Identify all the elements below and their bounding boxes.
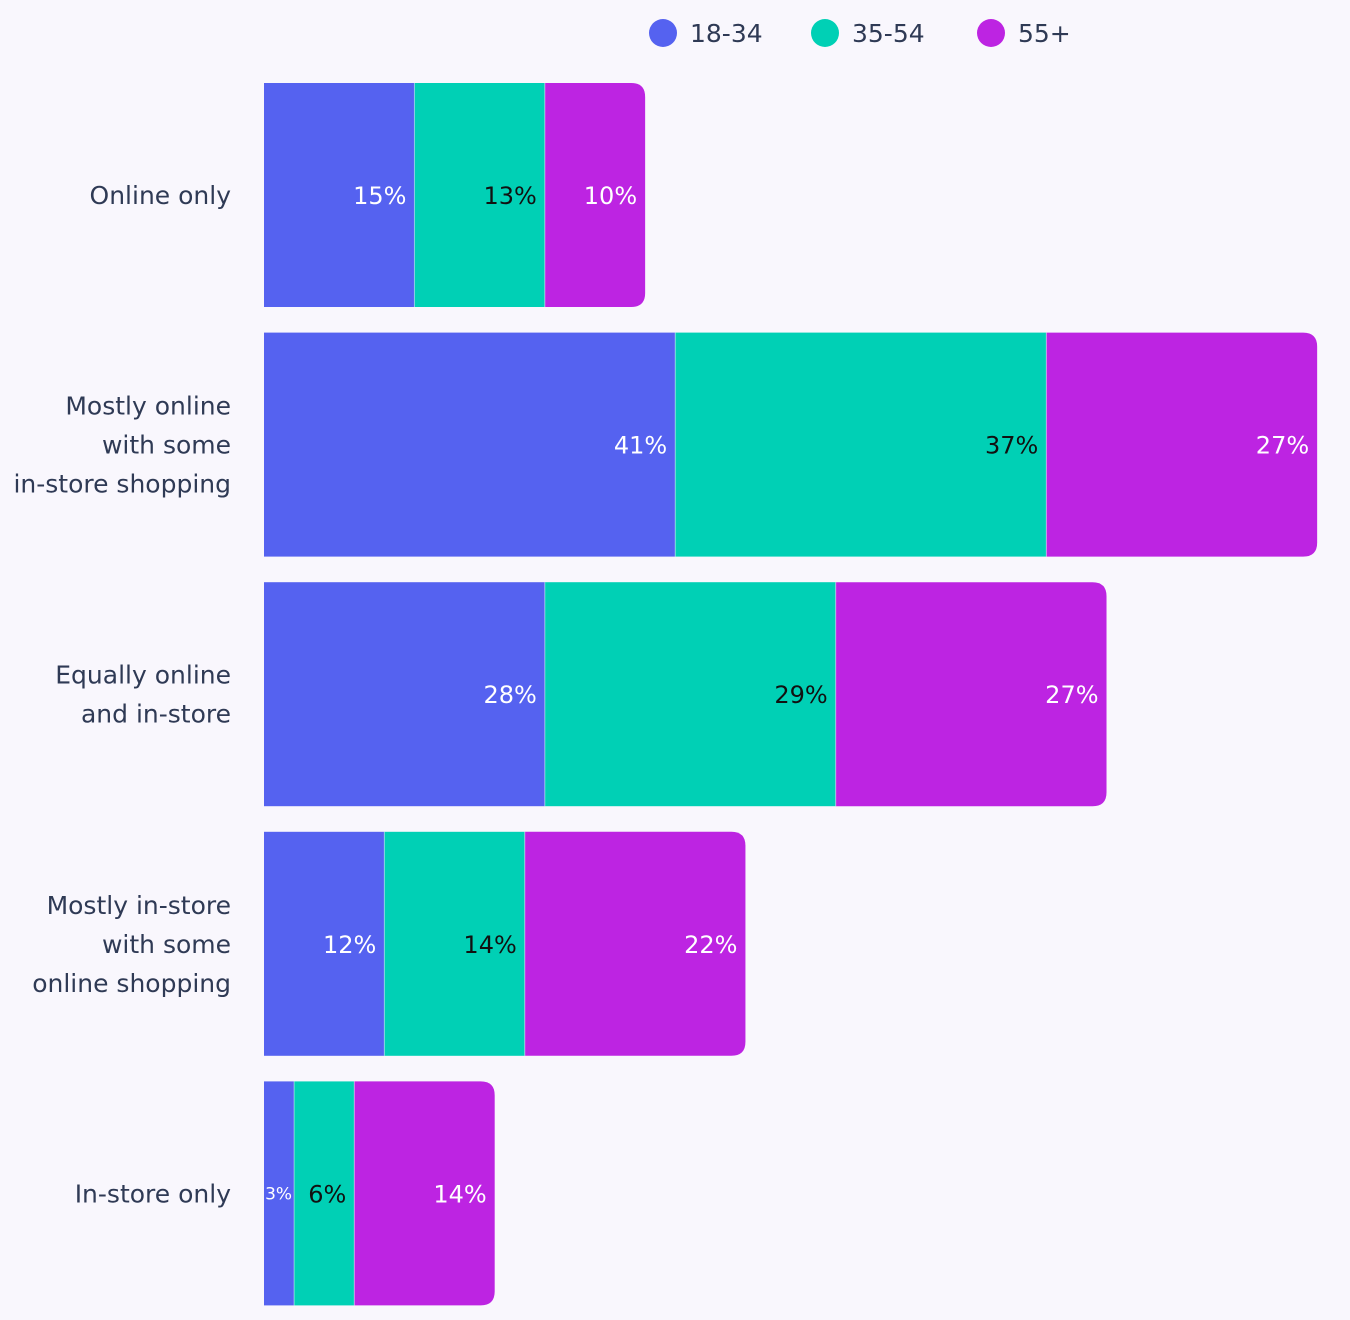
legend-item-35-54: 35-54: [811, 19, 925, 48]
bar-segment-18-34: [264, 332, 676, 557]
bar-segment-18-34: [264, 831, 385, 1056]
category-label: with some: [102, 930, 231, 959]
value-label: 27%: [1256, 432, 1309, 460]
category-labels: Online only Mostly online with some in-stor…: [13, 181, 231, 1208]
category-label: and in-store: [81, 700, 231, 729]
category-label: Online only: [90, 181, 232, 210]
bar-segment-35-54: [384, 831, 525, 1056]
bar-segment-18-34: [264, 1081, 295, 1306]
legend-swatch-35-54: [811, 19, 839, 47]
bar-segment-55+: [354, 1081, 495, 1306]
legend-swatch-55+: [977, 19, 1005, 47]
value-label: 13%: [483, 182, 536, 210]
bar-segment-55+: [1046, 332, 1318, 557]
value-label: 3%: [265, 1184, 292, 1204]
category-label: Equally online: [55, 661, 231, 690]
legend-item-55+: 55+: [977, 19, 1071, 48]
value-label: 37%: [985, 432, 1038, 460]
value-label: 22%: [684, 931, 737, 959]
category-label: in-store shopping: [13, 470, 231, 499]
bar-segment-35-54: [675, 332, 1047, 557]
legend-swatch-18-34: [649, 19, 677, 47]
category-label: In-store only: [75, 1179, 232, 1208]
bar-segment-55+: [835, 582, 1107, 807]
legend-label: 35-54: [852, 19, 925, 48]
value-label: 15%: [353, 182, 406, 210]
value-label: 14%: [463, 931, 516, 959]
bar-segment-18-34: [264, 83, 415, 307]
bar-segment-55+: [524, 831, 746, 1056]
category-label: online shopping: [32, 969, 231, 998]
legend: 18-34 35-54 55+: [649, 19, 1071, 48]
category-label: Mostly in-store: [47, 891, 231, 920]
value-label: 27%: [1045, 681, 1098, 709]
bar-segment-35-54: [294, 1081, 355, 1306]
bar-segment-18-34: [264, 582, 545, 807]
bar-segment-55+: [544, 83, 646, 307]
bar-segment-35-54: [544, 582, 836, 807]
bars: [264, 83, 1318, 1306]
category-label: with some: [102, 431, 231, 460]
value-label: 10%: [584, 182, 637, 210]
value-label: 14%: [433, 1180, 486, 1208]
bar-segment-35-54: [414, 83, 545, 307]
value-label: 41%: [614, 432, 667, 460]
value-label: 12%: [323, 931, 376, 959]
legend-item-18-34: 18-34: [649, 19, 763, 48]
value-label: 6%: [308, 1180, 346, 1208]
legend-label: 18-34: [690, 19, 763, 48]
legend-label: 55+: [1018, 19, 1071, 48]
value-labels: 15% 13% 10% 41% 37% 27% 28% 29% 27% 12% 14% 22% 3% 6%…: [265, 182, 1309, 1208]
category-label: Mostly online: [65, 392, 231, 421]
value-label: 28%: [483, 681, 536, 709]
value-label: 29%: [774, 681, 827, 709]
